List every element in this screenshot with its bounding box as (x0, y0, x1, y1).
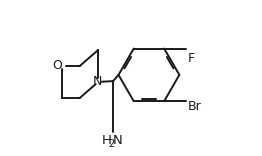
Text: 2: 2 (108, 139, 114, 149)
Text: F: F (188, 52, 195, 65)
Text: N: N (93, 75, 102, 88)
Text: N: N (113, 134, 123, 147)
Text: H: H (102, 134, 112, 147)
Text: O: O (52, 59, 62, 72)
Text: Br: Br (188, 100, 202, 113)
